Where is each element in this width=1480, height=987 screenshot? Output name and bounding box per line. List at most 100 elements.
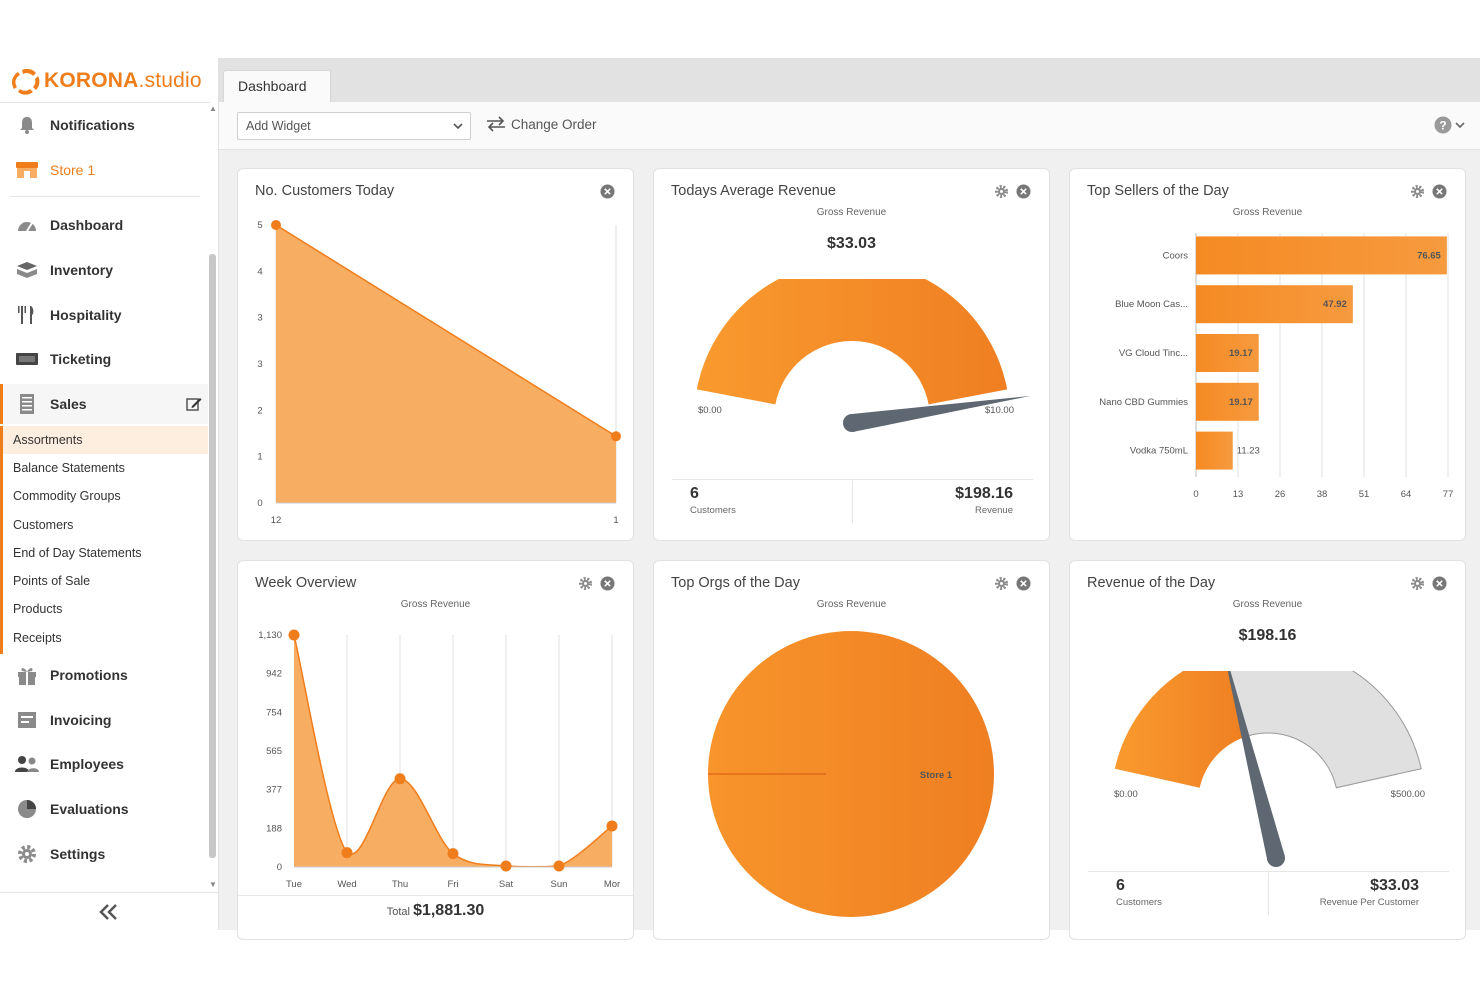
revenue-per-customer-stat: $33.03 Revenue Per Customer xyxy=(1319,877,1419,908)
widget-controls xyxy=(994,576,1031,591)
submenu-item-end-of-day-statements[interactable]: End of Day Statements xyxy=(13,546,142,560)
sidebar-item-promotions[interactable]: Promotions xyxy=(0,655,208,695)
gauge-needle-hub xyxy=(1267,849,1285,867)
gear-icon[interactable] xyxy=(994,576,1009,591)
change-order-label: Change Order xyxy=(511,116,597,132)
bar xyxy=(1196,285,1353,324)
tab-dashboard[interactable]: Dashboard xyxy=(223,70,331,102)
bar xyxy=(1196,431,1233,470)
close-icon[interactable] xyxy=(600,576,615,591)
x-tick-label: 0 xyxy=(1193,489,1198,500)
customers-stat: 6 Customers xyxy=(690,485,736,516)
widget-week-overview: Week Overview Gross Revenue 1,130 942 754 5… xyxy=(237,560,634,940)
widget-title: Top Sellers of the Day xyxy=(1087,183,1229,199)
close-icon[interactable] xyxy=(1432,184,1447,199)
gauge-max-label: $10.00 xyxy=(985,405,1014,416)
tab-bar: Dashboard xyxy=(219,58,1480,102)
widget-subtitle: Gross Revenue xyxy=(816,207,887,218)
data-point xyxy=(394,773,406,785)
gear-icon[interactable] xyxy=(578,576,593,591)
sidebar-item-label: Inventory xyxy=(50,262,114,278)
y-tick-label: 0 xyxy=(277,862,282,873)
data-label: 76.65 xyxy=(1417,250,1441,261)
average-revenue-gauge: $0.00 $10.00 xyxy=(696,279,1031,432)
close-icon[interactable] xyxy=(1432,576,1447,591)
sidebar-item-hospitality[interactable]: Hospitality xyxy=(0,295,208,335)
sidebar-item-inventory[interactable]: Inventory xyxy=(0,250,208,290)
bar xyxy=(1196,382,1259,421)
submenu-item-commodity-groups[interactable]: Commodity Groups xyxy=(13,489,121,503)
sidebar-item-notifications[interactable]: Notifications xyxy=(0,105,208,145)
edit-icon[interactable] xyxy=(186,396,202,412)
question-icon: ? xyxy=(1434,116,1452,134)
y-tick-label: 2 xyxy=(257,405,262,416)
sidebar-scrollbar[interactable] xyxy=(209,254,216,858)
sidebar-item-sales[interactable]: Sales xyxy=(0,384,208,424)
top-sellers-bar-chart: 0 13 26 38 51 64 77 Coors 76.65 Blue Moon Cas... 4… xyxy=(1099,233,1453,500)
widget-title: Week Overview xyxy=(255,575,357,591)
sidebar-item-store[interactable]: Store 1 xyxy=(0,150,208,190)
sidebar-item-dashboard[interactable]: Dashboard xyxy=(0,205,208,245)
y-tick-label: 5 xyxy=(257,220,262,231)
scroll-down-arrow[interactable]: ▼ xyxy=(209,880,217,889)
double-chevron-left-icon[interactable] xyxy=(98,903,120,921)
widget-subtitle: Gross Revenue xyxy=(400,599,471,610)
submenu-item-products[interactable]: Products xyxy=(13,602,63,616)
close-icon[interactable] xyxy=(600,184,615,199)
sidebar-item-label: Settings xyxy=(50,846,106,862)
help-menu[interactable]: ? xyxy=(1434,116,1466,134)
y-tick-label: 565 xyxy=(266,746,282,757)
sidebar-item-invoicing[interactable]: Invoicing xyxy=(0,700,208,740)
data-label: 11.23 xyxy=(1237,446,1260,457)
sidebar-item-label: Hospitality xyxy=(50,307,122,323)
sidebar-item-settings[interactable]: Settings xyxy=(0,834,208,874)
widget-title: Revenue of the Day xyxy=(1087,575,1216,591)
sidebar-item-employees[interactable]: Employees xyxy=(0,744,208,784)
revenue-day-gauge: $0.00 $500.00 xyxy=(1114,671,1425,867)
invoice-icon xyxy=(14,709,40,731)
add-widget-select[interactable]: Add Widget xyxy=(237,112,471,140)
x-tick-label: 12 xyxy=(271,515,282,526)
x-tick-label: Fri xyxy=(447,879,458,890)
app-window: KORONA.studio ▲ Notifications Store 1 Da… xyxy=(0,58,1480,940)
gear-icon[interactable] xyxy=(1410,576,1425,591)
revenue-stat: $198.16 Revenue xyxy=(955,485,1013,516)
korona-logo-icon xyxy=(12,68,40,95)
submenu-item-receipts[interactable]: Receipts xyxy=(13,631,62,645)
x-tick-label: 13 xyxy=(1233,489,1244,500)
y-tick-label: 942 xyxy=(266,669,282,680)
data-point xyxy=(553,860,565,872)
fork-knife-icon xyxy=(14,304,40,326)
y-tick-label: 754 xyxy=(266,707,282,718)
close-icon[interactable] xyxy=(1016,576,1031,591)
gauge-max-label: $500.00 xyxy=(1391,789,1425,800)
gauge-needle xyxy=(850,395,1031,432)
widget-subtitle: Gross Revenue xyxy=(1232,599,1303,610)
x-tick-label: 38 xyxy=(1317,489,1328,500)
chevron-down-icon xyxy=(453,123,463,130)
widget-subtitle: Gross Revenue xyxy=(1232,207,1303,218)
data-point xyxy=(611,431,621,442)
store-icon xyxy=(14,159,40,181)
widget-title: No. Customers Today xyxy=(255,183,395,199)
ticket-icon xyxy=(14,348,40,370)
customers-stat: 6 Customers xyxy=(1116,877,1162,908)
gear-icon xyxy=(14,843,40,865)
gear-icon[interactable] xyxy=(1410,184,1425,199)
scroll-up-arrow[interactable]: ▲ xyxy=(209,104,217,113)
change-order-button[interactable]: Change Order xyxy=(485,116,597,132)
submenu-item-balance-statements[interactable]: Balance Statements xyxy=(13,461,125,475)
sidebar-item-ticketing[interactable]: Ticketing xyxy=(0,339,208,379)
submenu-item-points-of-sale[interactable]: Points of Sale xyxy=(13,574,91,588)
gauge-needle-hub xyxy=(843,414,861,432)
widget-subtitle: Gross Revenue xyxy=(816,599,887,610)
data-point xyxy=(500,860,512,872)
revenue-day-value: $198.16 xyxy=(1238,627,1297,644)
sidebar-item-evaluations[interactable]: Evaluations xyxy=(0,789,208,829)
submenu-item-customers[interactable]: Customers xyxy=(13,518,74,532)
close-icon[interactable] xyxy=(1016,184,1031,199)
gear-icon[interactable] xyxy=(994,184,1009,199)
submenu-item-assortments[interactable]: Assortments xyxy=(3,426,208,454)
week-overview-area-chart: 1,130 942 754 565 377 188 0 Tue Wed Thu Fri Sat Sun M… xyxy=(258,629,620,890)
logo[interactable]: KORONA.studio xyxy=(8,66,202,96)
